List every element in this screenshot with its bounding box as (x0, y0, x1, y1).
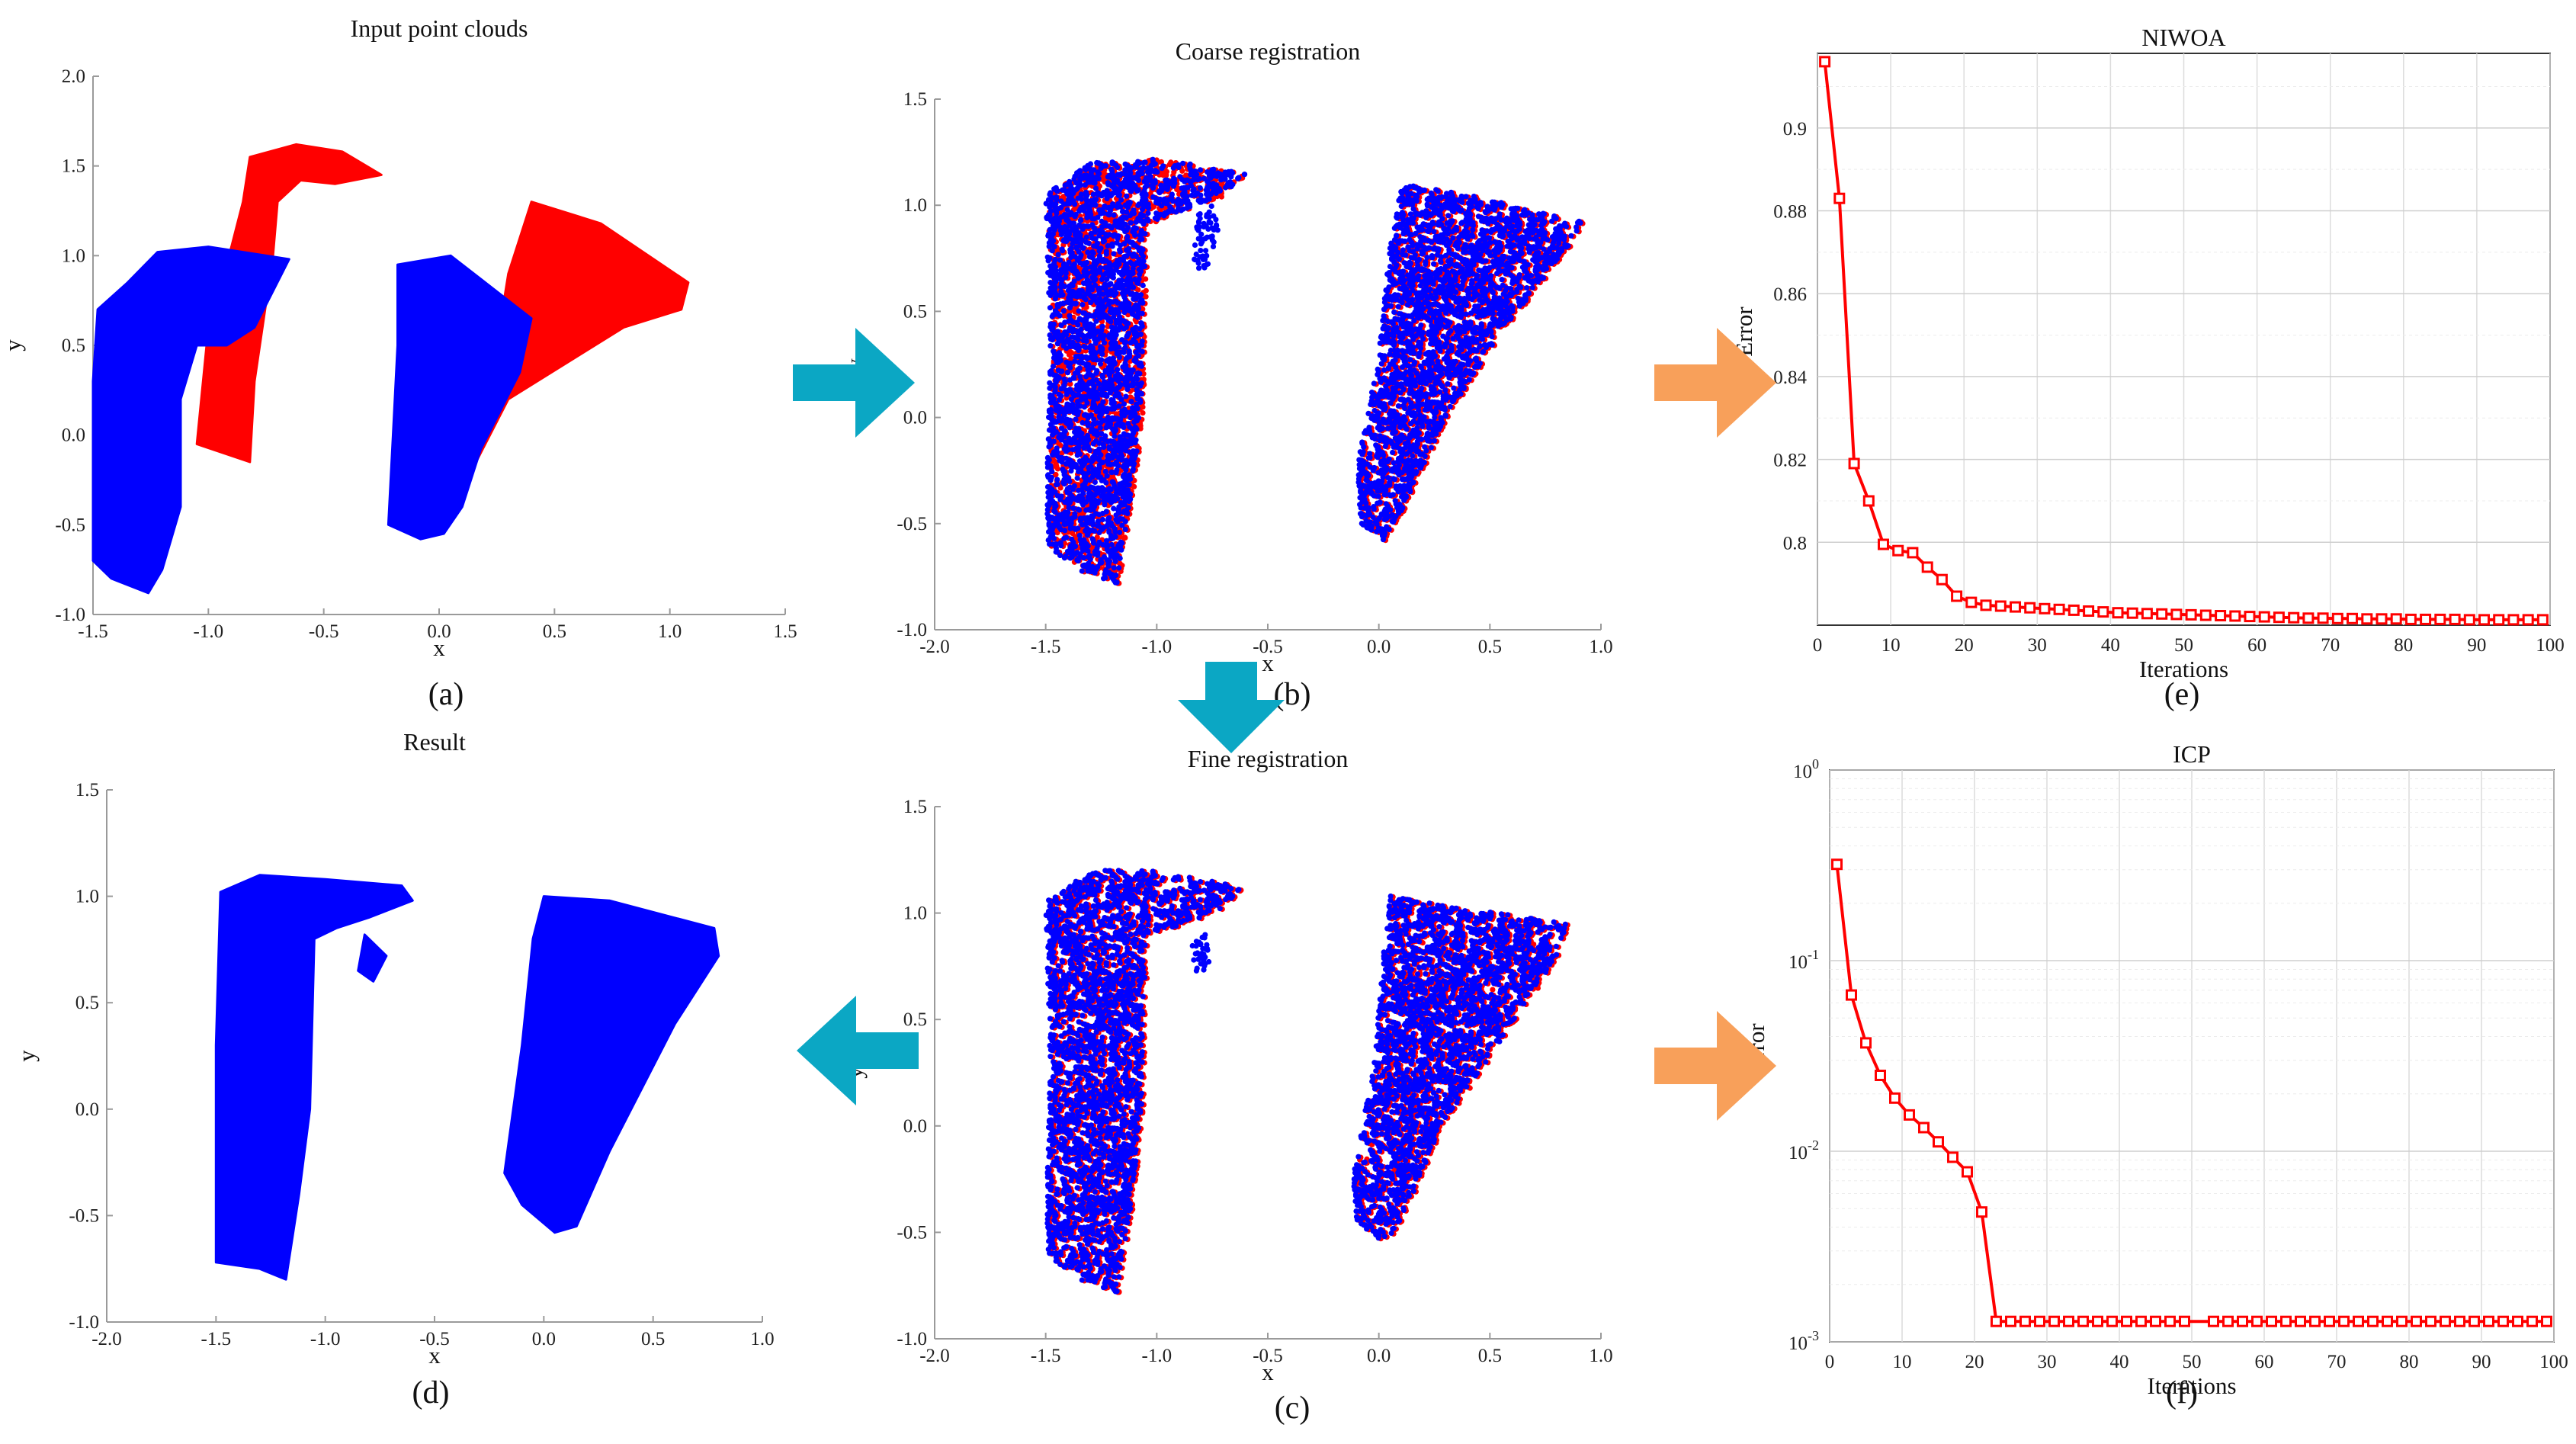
x-tick-label: 0.5 (1478, 637, 1502, 657)
chart-title: Input point clouds (351, 14, 528, 42)
cloud-point (1218, 194, 1224, 200)
y-tick-label: 2.0 (62, 66, 85, 87)
y-axis-label: y (0, 339, 26, 351)
y-tick-label: -0.5 (897, 514, 927, 534)
series-source (91, 245, 533, 595)
panel-label-a: (a) (428, 677, 464, 712)
y-tick-label: 1.0 (903, 195, 927, 216)
y-tick-label: 0.0 (903, 408, 927, 428)
x-tick-label: 1.5 (773, 621, 797, 642)
chart-title: Coarse registration (1176, 37, 1361, 65)
x-tick-label: 0.5 (543, 621, 566, 642)
x-tick-label: -1.0 (194, 621, 224, 642)
y-tick-label: -0.5 (55, 515, 85, 535)
y-tick-label: -1.0 (897, 620, 927, 640)
y-tick-label: 0.0 (62, 425, 85, 446)
y-tick-label: 1.5 (62, 156, 85, 177)
y-tick-label: -1.0 (55, 605, 85, 625)
x-axis-label: x (1262, 650, 1274, 676)
x-tick-label: 1.0 (1589, 637, 1612, 657)
panel-b: -2.0 -1.5 -1.0 -0.5 0.0 0.5 1.0-1.0-0.50.00.51… (841, 37, 1613, 676)
y-tick-label: 1.5 (903, 89, 927, 110)
y-tick-label: 1.0 (62, 245, 85, 266)
point-cloud-region (91, 245, 290, 595)
x-tick-label: -1.5 (1031, 637, 1061, 657)
x-axis-label: x (433, 634, 445, 661)
x-tick-label: 1.0 (658, 621, 682, 642)
x-tick-label: 0.0 (1367, 637, 1391, 657)
y-tick-label: 0.5 (903, 301, 927, 322)
x-tick-label: -0.5 (309, 621, 339, 642)
cloud-point (1054, 466, 1061, 472)
cloud-point (1160, 172, 1166, 178)
panel-a: -1.5 -1.0 -0.5 0.0 0.5 1.0 1.5-1.0-0.50.00.51.… (0, 14, 797, 661)
x-tick-label: -1.0 (1142, 637, 1173, 657)
cloud-point (1143, 287, 1149, 294)
y-tick-label: 0.5 (62, 335, 85, 356)
